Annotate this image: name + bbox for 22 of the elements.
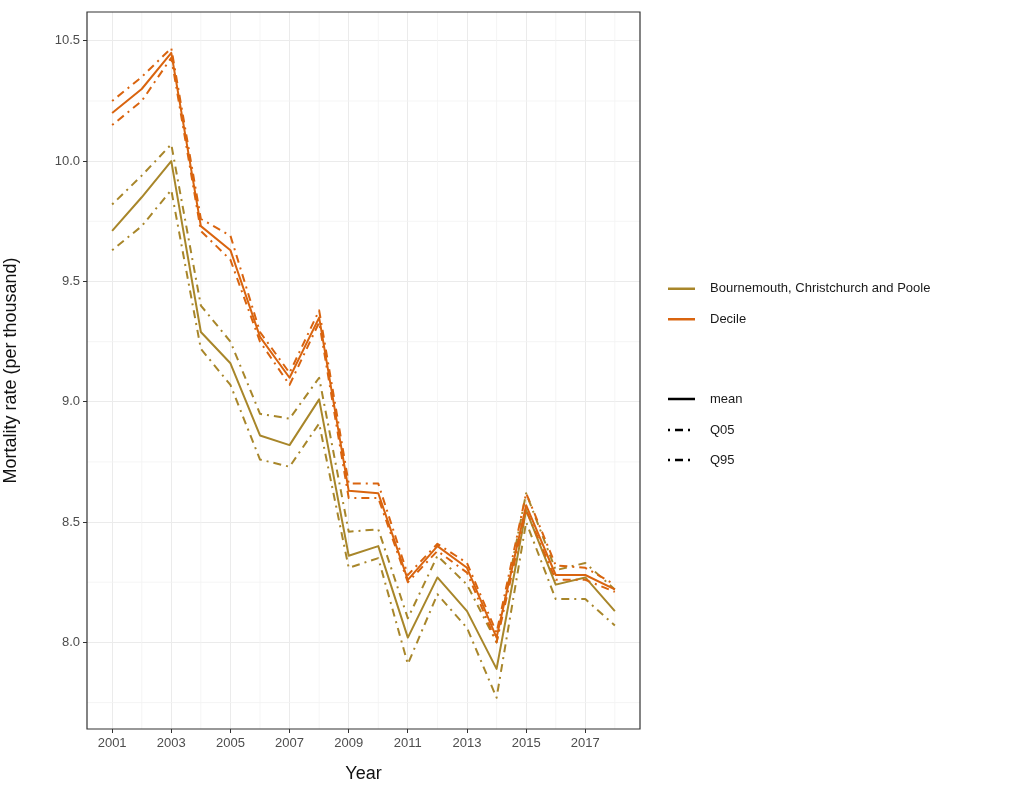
x-tick-label: 2001 bbox=[97, 735, 127, 751]
text: mean bbox=[710, 391, 743, 408]
x-tick-label: 2011 bbox=[393, 735, 422, 751]
legend-label: Bournemouth, Christchurch and Poole bbox=[710, 280, 931, 296]
y-tick-label: 10.0 bbox=[54, 152, 80, 168]
y-tick-label: 8.0 bbox=[61, 633, 80, 649]
text: Q05 bbox=[710, 421, 735, 438]
y-tick-label: 8.5 bbox=[61, 513, 80, 529]
y-tick-label: 9.0 bbox=[61, 393, 80, 409]
x-tick-label: 2007 bbox=[275, 735, 305, 751]
x-tick-label: 2003 bbox=[156, 735, 186, 751]
x-tick-label: 2017 bbox=[570, 735, 600, 751]
y-tick-label: 9.5 bbox=[61, 273, 80, 289]
x-tick-label: 2013 bbox=[452, 735, 482, 751]
x-tick-label: 2015 bbox=[511, 735, 541, 751]
y-tick-label: 10.5 bbox=[54, 32, 80, 48]
x-tick-label: 2009 bbox=[334, 735, 364, 751]
text: Q95 bbox=[710, 452, 735, 469]
y-axis-title: Mortality rate (per thousand) bbox=[0, 257, 20, 484]
x-axis-title: Year bbox=[345, 763, 382, 784]
x-tick-label: 2005 bbox=[215, 735, 245, 751]
legend-label: Decile bbox=[710, 310, 747, 326]
